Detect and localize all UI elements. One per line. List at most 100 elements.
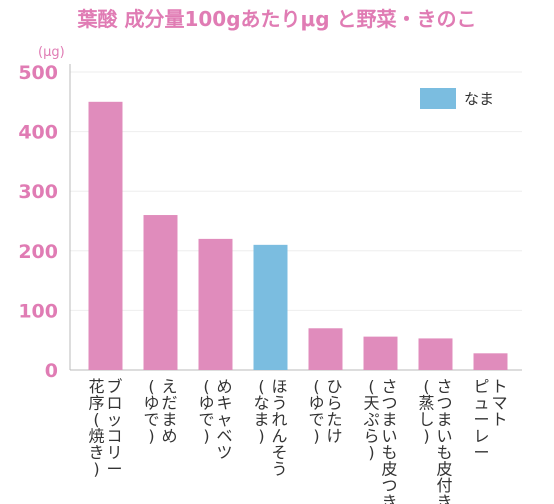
x-label-char: で	[143, 410, 159, 429]
x-label-char: め	[216, 377, 232, 396]
bar	[308, 328, 343, 370]
bar	[363, 336, 398, 370]
y-axis-unit: (μg)	[38, 45, 65, 60]
x-label-char: さ	[436, 377, 452, 396]
x-label-char: も	[381, 443, 397, 462]
x-tick-sublabel: (ゆで)	[143, 377, 159, 446]
x-label-char: ま	[381, 410, 397, 429]
x-label-char: う	[271, 460, 287, 479]
x-label-char: ロ	[106, 394, 122, 413]
x-label-char: )	[423, 427, 429, 446]
x-label-char: (	[93, 410, 99, 429]
x-tick-sublabel: 花序(焼き)	[88, 377, 104, 479]
x-label-char: 天	[363, 394, 379, 413]
x-label-char: ひ	[326, 377, 342, 396]
x-tick-sublabel: (ゆで)	[198, 377, 214, 446]
bar	[418, 338, 453, 370]
x-label-char: で	[308, 410, 324, 429]
bar	[253, 244, 288, 370]
x-label-char: ら	[363, 427, 379, 446]
x-tick-label: トマト	[491, 377, 507, 429]
x-label-char: )	[203, 427, 209, 446]
x-label-char: つ	[381, 394, 397, 413]
x-label-char: (	[368, 377, 374, 396]
x-label-char: う	[271, 394, 287, 413]
x-label-char: も	[436, 443, 452, 462]
x-label-char: だ	[161, 394, 177, 413]
x-label-char: け	[326, 427, 342, 446]
x-label-char: 蒸	[418, 394, 434, 413]
chart-title: 葉酸 成分量100gあたりμg と野菜・きのこ	[76, 7, 476, 31]
x-label-char: ベ	[216, 427, 232, 446]
x-tick-sublabel: (ゆで)	[308, 377, 324, 446]
x-label-char: コ	[106, 427, 122, 446]
y-tick-label: 500	[18, 62, 58, 84]
x-label-char: キ	[216, 394, 232, 413]
x-label-char: た	[326, 410, 342, 429]
x-label-char: )	[258, 427, 264, 446]
y-tick-label: 200	[18, 241, 58, 263]
bar	[198, 238, 233, 370]
x-label-char: ー	[473, 410, 489, 429]
x-label-char: 序	[88, 394, 104, 413]
y-tick-label: 100	[18, 300, 58, 322]
x-label-char: 花	[88, 377, 104, 396]
bar	[88, 101, 123, 371]
x-label-char: )	[368, 443, 374, 462]
x-label-char: 焼	[88, 427, 104, 446]
x-label-char: (	[313, 377, 319, 396]
x-label-char: ト	[491, 377, 507, 396]
x-label-char: つ	[436, 394, 452, 413]
legend-label: なま	[464, 90, 494, 108]
x-label-char: な	[253, 394, 269, 413]
x-label-char: )	[148, 427, 154, 446]
x-label-char: ほ	[271, 377, 287, 396]
x-label-char: ツ	[216, 443, 232, 462]
x-label-char: レ	[473, 427, 489, 446]
legend-swatch	[420, 88, 456, 109]
x-label-char: ゆ	[308, 394, 324, 413]
bars	[88, 101, 508, 371]
x-label-char: い	[436, 427, 452, 446]
x-label-char: ま	[161, 410, 177, 429]
x-label-char: ト	[491, 410, 507, 429]
x-label-char: ま	[436, 410, 452, 429]
y-tick-label: 300	[18, 181, 58, 203]
x-label-char: )	[93, 460, 99, 479]
x-label-char: (	[423, 377, 429, 396]
x-label-char: マ	[491, 394, 507, 413]
x-label-char: き	[436, 493, 452, 504]
x-label-char: ゆ	[143, 394, 159, 413]
y-tick-label: 0	[45, 360, 58, 382]
x-label-char: き	[88, 443, 104, 462]
x-label-char: め	[161, 427, 177, 446]
y-tick-label: 400	[18, 122, 58, 144]
bar	[143, 215, 178, 370]
bar	[473, 353, 508, 370]
x-label-char: れ	[271, 410, 287, 429]
x-label-char: い	[381, 427, 397, 446]
x-label-char: ぷ	[363, 410, 379, 429]
x-label-char: 皮	[381, 460, 397, 479]
x-tick-sublabel: (天ぷら)	[363, 377, 379, 462]
x-label-char: で	[198, 410, 214, 429]
legend: なま	[420, 88, 494, 109]
x-label-char: し	[418, 410, 434, 429]
y-axis-ticks: 0 100 200 300 400 500	[18, 62, 58, 382]
x-label-char: (	[258, 377, 264, 396]
x-label-char: 皮	[436, 460, 452, 479]
x-label-char: リ	[106, 443, 122, 462]
x-tick-sublabel: (なま)	[253, 377, 269, 446]
x-label-char: ら	[326, 394, 342, 413]
x-label-char: ャ	[216, 410, 232, 429]
x-label-char: ゆ	[198, 394, 214, 413]
x-label-char: (	[203, 377, 209, 396]
x-axis-labels: ブロッコリー花序(焼き)えだまめ(ゆで)めキャベツ(ゆで)ほうれんそう(なま)ひ…	[88, 377, 507, 504]
